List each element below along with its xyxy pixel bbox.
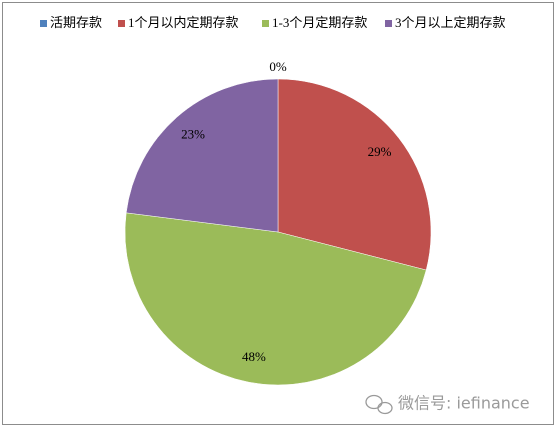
data-label: 29% bbox=[368, 144, 392, 159]
legend-label: 1个月以内定期存款 bbox=[128, 15, 239, 30]
legend-swatch bbox=[385, 20, 392, 27]
legend-label: 1-3个月定期存款 bbox=[272, 15, 367, 30]
pie-slice bbox=[124, 212, 427, 386]
legend-swatch bbox=[262, 20, 269, 27]
pie-slice bbox=[277, 78, 432, 271]
data-label: 0% bbox=[269, 59, 287, 74]
legend-label: 3个月以上定期存款 bbox=[395, 15, 506, 30]
data-label: 23% bbox=[181, 127, 205, 142]
watermark-icon bbox=[365, 394, 393, 415]
legend-swatch bbox=[118, 20, 125, 27]
data-label: 48% bbox=[242, 349, 266, 364]
legend-label: 活期存款 bbox=[50, 15, 102, 30]
watermark: 微信号: iefinance bbox=[398, 394, 530, 413]
pie-slice bbox=[125, 78, 279, 233]
legend-swatch bbox=[40, 20, 47, 27]
